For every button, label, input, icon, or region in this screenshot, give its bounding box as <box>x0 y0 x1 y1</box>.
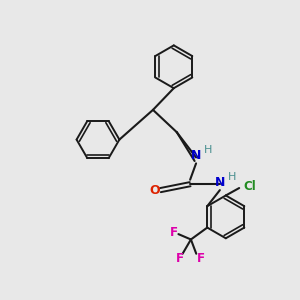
Text: F: F <box>176 252 184 265</box>
Text: F: F <box>170 226 178 239</box>
Text: O: O <box>149 184 160 196</box>
Text: N: N <box>191 149 201 162</box>
Text: H: H <box>204 145 212 155</box>
Text: H: H <box>227 172 236 182</box>
Text: F: F <box>197 252 205 265</box>
Text: Cl: Cl <box>244 180 256 193</box>
Text: N: N <box>215 176 225 189</box>
